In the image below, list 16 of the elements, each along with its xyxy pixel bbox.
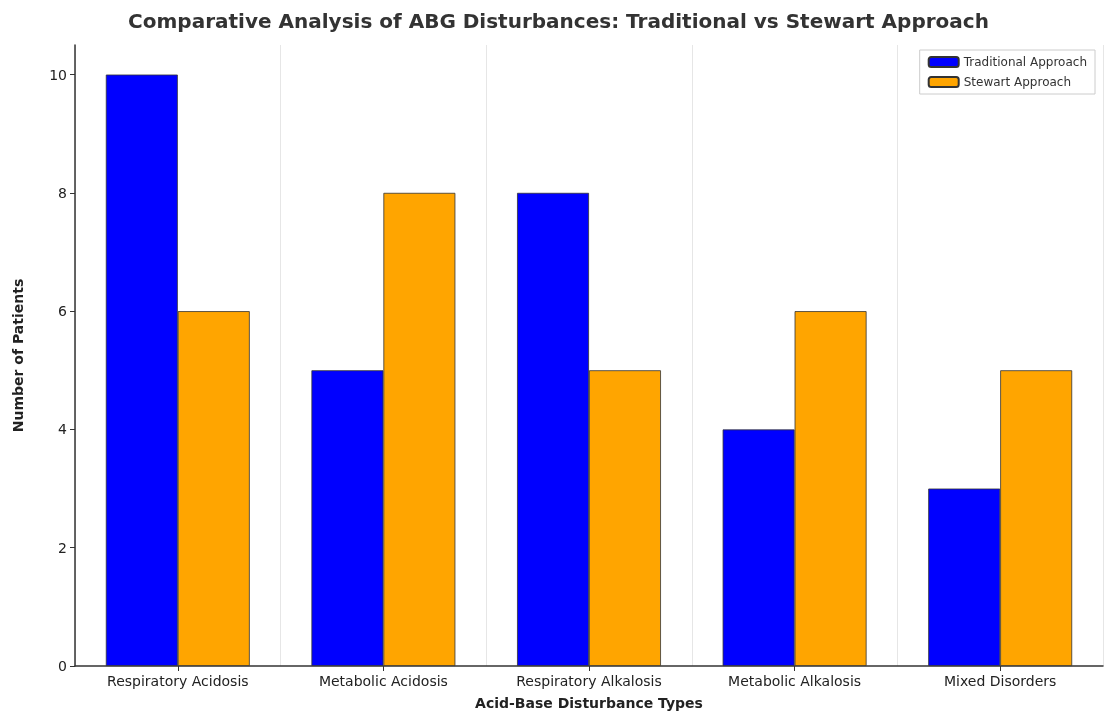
x-tick-label: Metabolic Alkalosis — [728, 673, 862, 689]
y-tick-label: 8 — [58, 184, 67, 201]
x-axis-title: Acid-Base Disturbance Types — [475, 695, 703, 711]
y-tick-label: 6 — [58, 303, 68, 320]
y-axis-title: Number of Patients — [10, 278, 26, 433]
legend-label: Stewart Approach — [963, 75, 1072, 89]
x-tick-label: Mixed Disorders — [944, 673, 1057, 689]
x-tick-label: Respiratory Acidosis — [107, 673, 249, 689]
x-tick-label: Respiratory Alkalosis — [516, 673, 662, 689]
chart-title: Comparative Analysis of ABG Disturbances: Traditional vs Stewart Approach — [128, 9, 989, 33]
y-tick-label: 10 — [49, 66, 67, 83]
y-tick-label: 2 — [58, 539, 67, 556]
y-tick-label: 0 — [58, 658, 67, 674]
x-tick-label: Metabolic Acidosis — [318, 673, 448, 689]
legend-label: Traditional Approach — [962, 55, 1088, 69]
y-tick-label: 4 — [58, 421, 68, 438]
